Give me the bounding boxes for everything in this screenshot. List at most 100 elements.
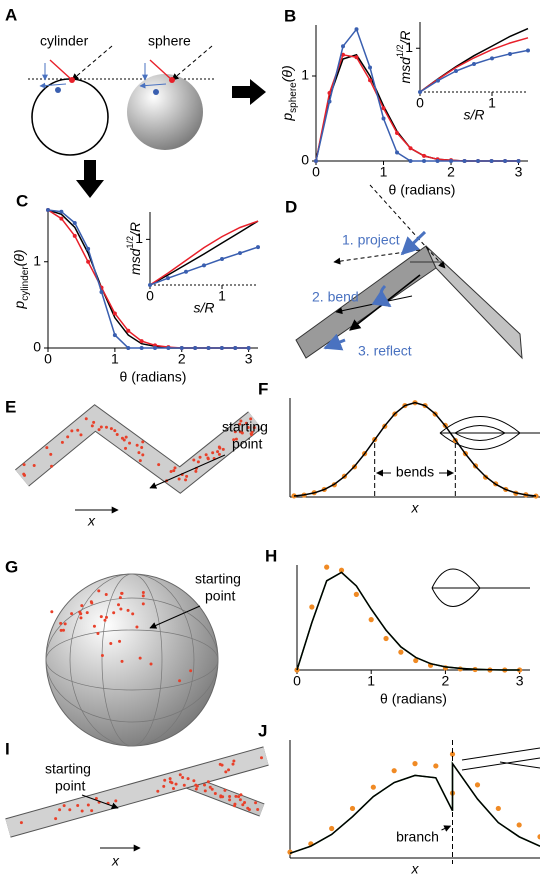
particle-dot bbox=[156, 789, 160, 793]
particle-dot bbox=[238, 798, 242, 802]
particle-dot bbox=[135, 625, 139, 629]
annotation-arrow bbox=[441, 825, 452, 832]
data-point bbox=[327, 99, 332, 104]
data-point bbox=[503, 159, 508, 163]
data-point bbox=[449, 159, 454, 163]
strip bbox=[5, 747, 269, 837]
particle-dot bbox=[231, 762, 235, 766]
y-axis-label-part: (θ) bbox=[11, 249, 27, 266]
particle-dot bbox=[192, 458, 196, 462]
panel-label: A bbox=[5, 5, 17, 24]
y-tick-label: 0 bbox=[33, 339, 41, 355]
particle-dot bbox=[79, 433, 83, 437]
particle-dot bbox=[246, 425, 250, 429]
data-point bbox=[349, 805, 356, 812]
x-tick-label: 0 bbox=[293, 673, 301, 689]
particle-dot bbox=[189, 669, 193, 673]
data-point bbox=[516, 159, 521, 163]
particle-dot bbox=[218, 446, 222, 450]
particle-dot bbox=[232, 759, 236, 763]
y-tick-label: 1 bbox=[301, 67, 309, 83]
data-point bbox=[422, 153, 427, 158]
particle-dot bbox=[198, 455, 202, 459]
particle-dot bbox=[239, 793, 243, 797]
y-axis-label-part: msd bbox=[127, 247, 143, 275]
particle-dot bbox=[62, 804, 66, 808]
particle-dot bbox=[120, 436, 124, 440]
particle-dot bbox=[90, 809, 94, 813]
data-point bbox=[354, 55, 359, 60]
x-axis-label: θ (radians) bbox=[380, 691, 447, 707]
annotation: point bbox=[232, 436, 262, 452]
data-point bbox=[309, 604, 315, 610]
particle-dots bbox=[50, 589, 193, 683]
particle-dot bbox=[104, 593, 108, 597]
particle-dot bbox=[223, 788, 227, 792]
particle-dot bbox=[99, 425, 103, 429]
data-point bbox=[314, 159, 318, 163]
particle-dot bbox=[59, 628, 63, 632]
x-axis-label: s/R bbox=[464, 107, 485, 123]
x-tick-label: 1 bbox=[218, 288, 226, 304]
particle-dot bbox=[172, 469, 176, 473]
y-axis-label-part: p bbox=[279, 113, 295, 122]
particle-dot bbox=[141, 453, 145, 457]
panel-label: C bbox=[16, 191, 28, 210]
data-point bbox=[220, 256, 224, 261]
data-point bbox=[353, 591, 359, 598]
annotation: point bbox=[205, 588, 235, 604]
particle-dots bbox=[22, 417, 256, 483]
particle-dot bbox=[211, 451, 215, 455]
particle-dot bbox=[124, 435, 128, 439]
particle-dot bbox=[168, 777, 172, 781]
particle-dot bbox=[227, 768, 231, 772]
sphere-shape bbox=[127, 74, 203, 150]
particle-dot bbox=[50, 610, 54, 614]
particle-dot bbox=[112, 611, 116, 615]
particle-dot bbox=[49, 452, 53, 456]
particle-dot bbox=[104, 615, 108, 619]
particle-dot bbox=[203, 783, 207, 787]
panel-label: F bbox=[258, 379, 268, 398]
data-point bbox=[99, 289, 104, 294]
data-point bbox=[395, 150, 400, 155]
y-tick-label: 1 bbox=[405, 39, 413, 55]
data-point bbox=[179, 346, 184, 350]
particle-dot bbox=[79, 612, 83, 616]
data-point bbox=[436, 78, 440, 83]
pointer-arrow bbox=[81, 794, 119, 810]
particle-dot bbox=[194, 787, 198, 791]
annotation: bends bbox=[396, 464, 434, 480]
particle-dot bbox=[115, 433, 119, 437]
x-tick-label: 2 bbox=[442, 673, 450, 689]
particle-dot bbox=[181, 775, 185, 779]
particle-dot bbox=[92, 624, 96, 628]
particle-dot bbox=[45, 446, 49, 450]
data-point bbox=[474, 782, 481, 788]
particle-dot bbox=[192, 779, 196, 783]
particle-dot bbox=[124, 446, 128, 450]
data-point bbox=[86, 259, 91, 264]
particle-dot bbox=[234, 794, 238, 798]
step-label: 3. reflect bbox=[358, 343, 412, 359]
particle-dot bbox=[141, 602, 145, 606]
x-tick-label: 3 bbox=[515, 164, 523, 180]
step-label: 2. bend bbox=[312, 289, 359, 305]
particle-dot bbox=[85, 611, 89, 615]
y-axis-label-part: cylinder bbox=[20, 266, 31, 301]
particle-dot bbox=[79, 616, 83, 620]
data-point bbox=[495, 805, 501, 812]
data-point bbox=[537, 834, 540, 840]
particle-dot bbox=[196, 460, 200, 464]
data-point bbox=[338, 567, 345, 573]
x-axis-label: θ (radians) bbox=[120, 369, 187, 385]
y-axis-label-part: /R bbox=[397, 31, 413, 46]
data-point bbox=[72, 233, 77, 238]
data-point bbox=[449, 751, 456, 757]
data-point bbox=[413, 657, 419, 664]
pointer-arrow bbox=[149, 605, 201, 629]
annotation: starting bbox=[45, 761, 91, 777]
data-point bbox=[526, 48, 530, 53]
particle-dot bbox=[23, 473, 27, 477]
